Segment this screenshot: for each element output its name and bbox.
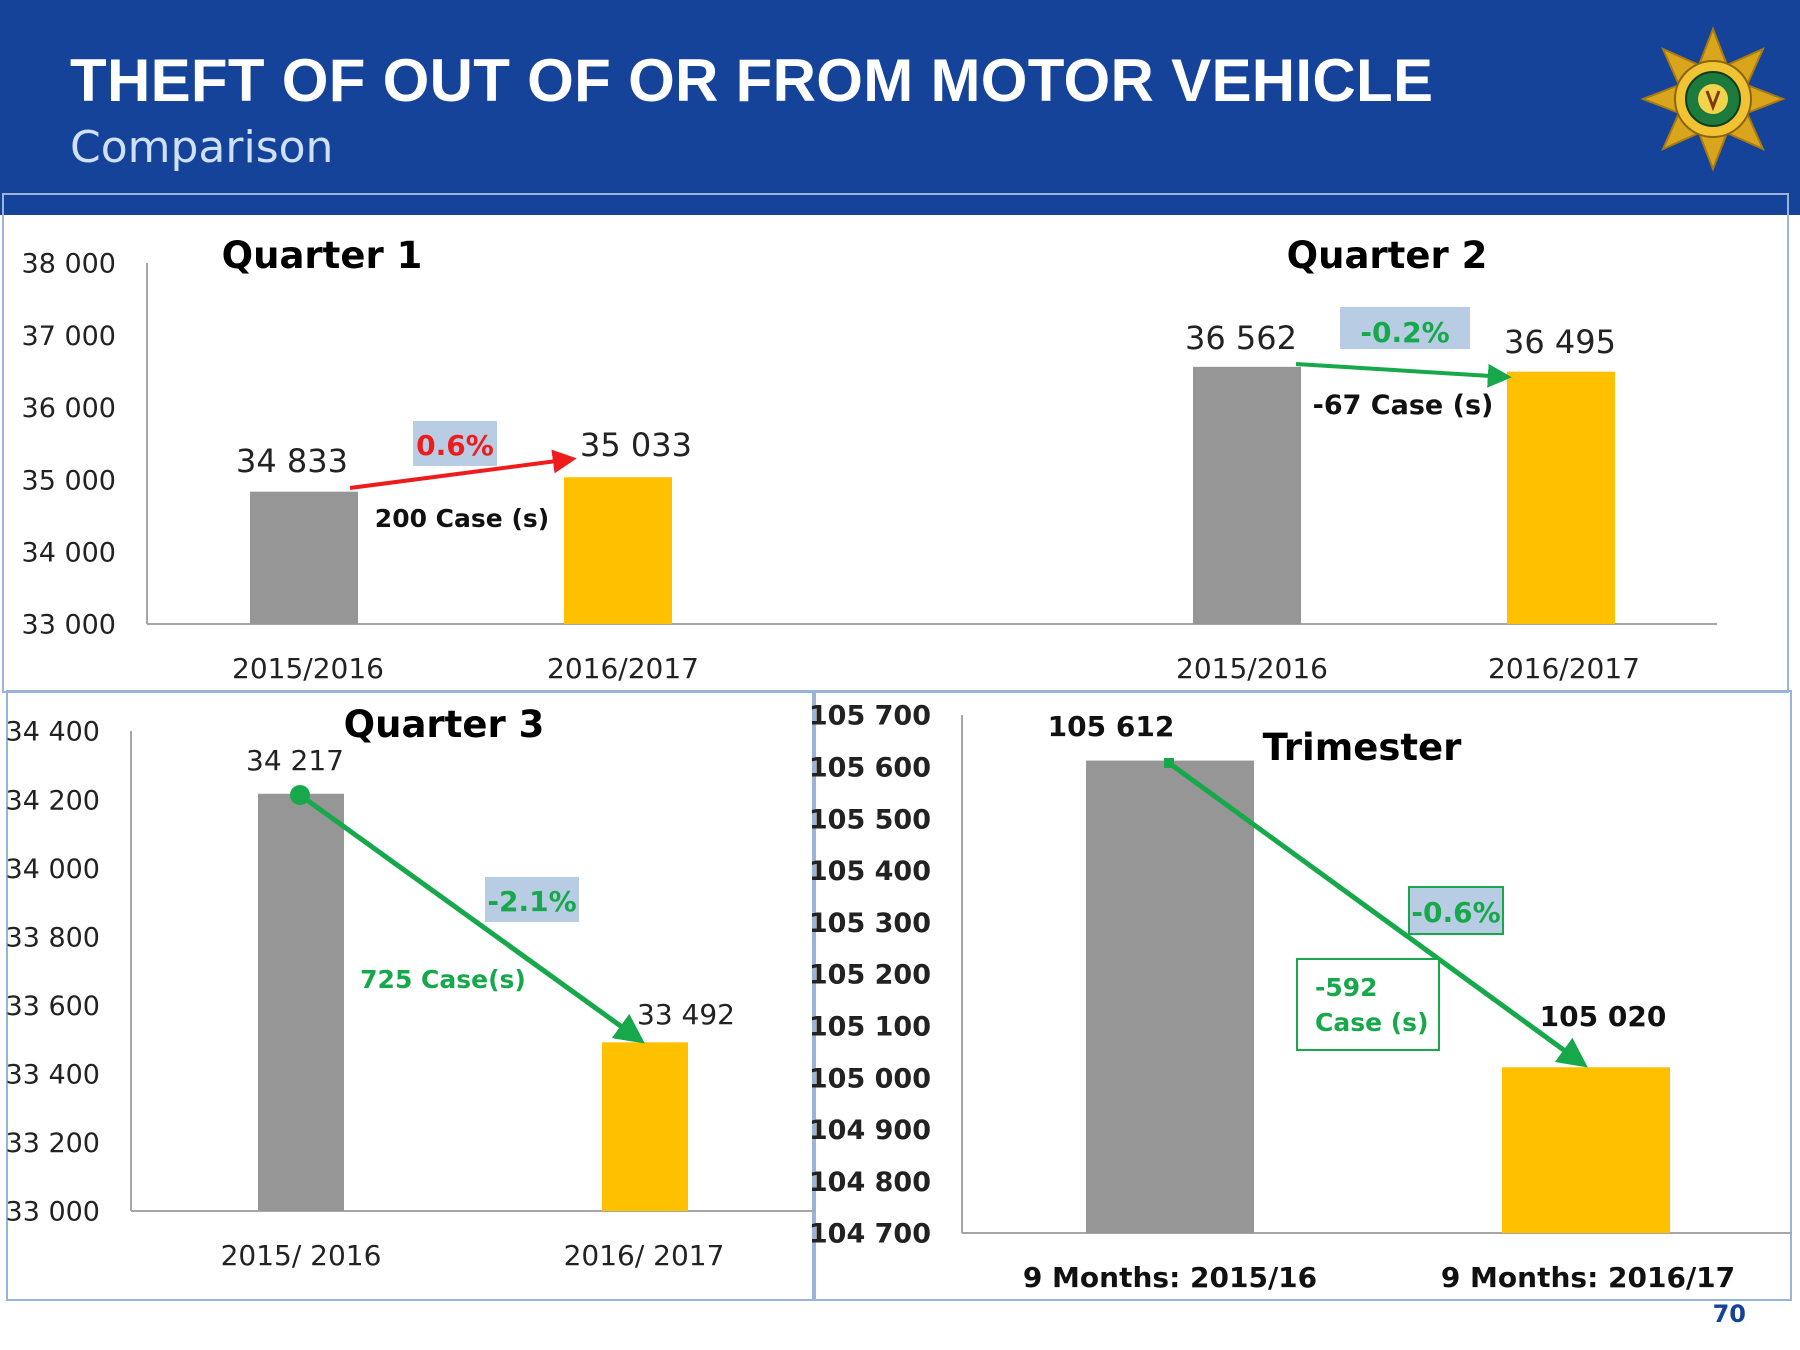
q3-change-pct-box xyxy=(485,877,579,922)
q1-x-label-prev: 2015/2016 xyxy=(232,652,384,685)
trimester-x-label-prev: 9 Months: 2015/16 xyxy=(1023,1261,1317,1294)
bar-q1-2015-2016 xyxy=(250,491,358,624)
q1-change-cases: 200 Case (s) xyxy=(375,504,549,533)
trimester-change-cases-line1: -592 xyxy=(1315,973,1378,1002)
chart-quarter-3: 34 400 34 200 34 000 33 800 33 600 33 400 33 2… xyxy=(6,703,815,1272)
q2-x-label-prev: 2015/2016 xyxy=(1176,652,1328,685)
q3-prev-value-label: 34 217 xyxy=(246,744,344,777)
quarter-3-title: Quarter 3 xyxy=(344,703,545,746)
trimester-decrease-arrow xyxy=(1167,760,1588,1068)
trimester-change-cases-box xyxy=(1296,958,1440,1051)
y-tick-label: 33 000 xyxy=(6,1197,100,1228)
trimester-change-pct: -0.6% xyxy=(1411,896,1500,929)
panel-quarter-3 xyxy=(6,690,816,1301)
q2-change-cases: -67 Case (s) xyxy=(1313,390,1494,421)
q3-change-pct: -2.1% xyxy=(487,885,576,918)
q2-x-label-curr: 2016/2017 xyxy=(1488,652,1640,685)
police-star-badge-icon xyxy=(1640,26,1786,172)
y-tick-label: 33 800 xyxy=(6,922,100,953)
bar-q1-2016-2017 xyxy=(564,477,672,624)
y-tick-label: 104 700 xyxy=(809,1219,931,1250)
q1-curr-value-label: 35 033 xyxy=(580,426,692,464)
trimester-prev-value-label: 105 612 xyxy=(1048,710,1175,743)
page-title: THEFT OF OUT OF OR FROM MOTOR VEHICLE xyxy=(70,47,1434,114)
y-tick-label: 33 200 xyxy=(6,1128,100,1159)
bar-9-months-2015-16 xyxy=(1086,760,1254,1233)
trimester-curr-value-label: 105 020 xyxy=(1540,1000,1667,1033)
page-number: 70 xyxy=(1712,1300,1746,1328)
q1-change-pct: 0.6% xyxy=(416,429,494,462)
header-banner: THEFT OF OUT OF OR FROM MOTOR VEHICLE Co… xyxy=(0,0,1800,215)
q3-x-label-curr: 2016/ 2017 xyxy=(564,1239,725,1272)
quarter-1-title: Quarter 1 xyxy=(222,234,423,277)
y-tick-label: 105 300 xyxy=(809,908,931,939)
q1-increase-arrow xyxy=(349,449,577,490)
y-tick-label: 104 800 xyxy=(809,1167,931,1198)
panel-quarters-1-2 xyxy=(2,193,1789,693)
y-tick-label: 38 000 xyxy=(22,249,116,280)
page-subtitle: Comparison xyxy=(70,122,334,173)
trimester-title: Trimester xyxy=(1263,726,1463,769)
y-tick-label: 35 000 xyxy=(22,465,116,496)
y-tick-label: 105 100 xyxy=(809,1012,931,1043)
y-tick-label: 33 400 xyxy=(6,1060,100,1091)
y-tick-label: 105 700 xyxy=(809,701,931,732)
chart-trimester: 105 700 105 600 105 500 105 400 105 300 105 2… xyxy=(809,701,1792,1294)
q1-prev-value-label: 34 833 xyxy=(236,442,348,480)
q3-change-cases: 725 Case(s) xyxy=(360,965,526,994)
y-tick-label: 105 400 xyxy=(809,856,931,887)
bar-9-months-2016-17 xyxy=(1502,1067,1670,1233)
y-tick-label: 34 000 xyxy=(6,854,100,885)
bar-q3-2016-2017 xyxy=(602,1042,688,1211)
y-tick-label: 34 000 xyxy=(22,538,116,569)
q2-decrease-arrow xyxy=(1295,362,1512,388)
y-tick-label: 33 000 xyxy=(22,610,116,641)
y-tick-label: 104 900 xyxy=(809,1115,931,1146)
y-tick-label: 34 400 xyxy=(6,717,100,748)
q3-x-label-prev: 2015/ 2016 xyxy=(221,1239,382,1272)
q2-prev-value-label: 36 562 xyxy=(1185,319,1297,357)
y-tick-label: 105 500 xyxy=(809,804,931,835)
quarter-2-title: Quarter 2 xyxy=(1287,234,1488,277)
bar-q2-2015-2016 xyxy=(1193,366,1301,624)
y-tick-label: 105 000 xyxy=(809,1063,931,1094)
y-tick-label: 36 000 xyxy=(22,393,116,424)
bar-q3-2015-2016 xyxy=(258,793,344,1211)
q3-decrease-arrow xyxy=(298,792,645,1044)
trimester-change-cases-line2: Case (s) xyxy=(1315,1008,1429,1037)
chart-quarters-1-2: 38 000 37 000 36 000 35 000 34 000 33 000 Qua… xyxy=(22,234,1717,685)
y-tick-label: 33 600 xyxy=(6,991,100,1022)
trimester-x-label-curr: 9 Months: 2016/17 xyxy=(1441,1261,1735,1294)
q2-curr-value-label: 36 495 xyxy=(1504,323,1616,361)
q1-change-pct-box xyxy=(413,421,497,466)
q2-change-pct-box xyxy=(1340,307,1470,349)
y-tick-label: 34 200 xyxy=(6,785,100,816)
panel-trimester xyxy=(812,690,1792,1301)
q3-curr-value-label: 33 492 xyxy=(637,998,735,1031)
bar-q2-2016-2017 xyxy=(1507,371,1615,624)
y-tick-label: 37 000 xyxy=(22,321,116,352)
trimester-change-pct-box xyxy=(1408,886,1504,935)
y-tick-label: 105 200 xyxy=(809,960,931,991)
y-tick-label: 105 600 xyxy=(809,753,931,784)
q2-change-pct: -0.2% xyxy=(1360,316,1449,349)
q1-x-label-curr: 2016/2017 xyxy=(547,652,699,685)
